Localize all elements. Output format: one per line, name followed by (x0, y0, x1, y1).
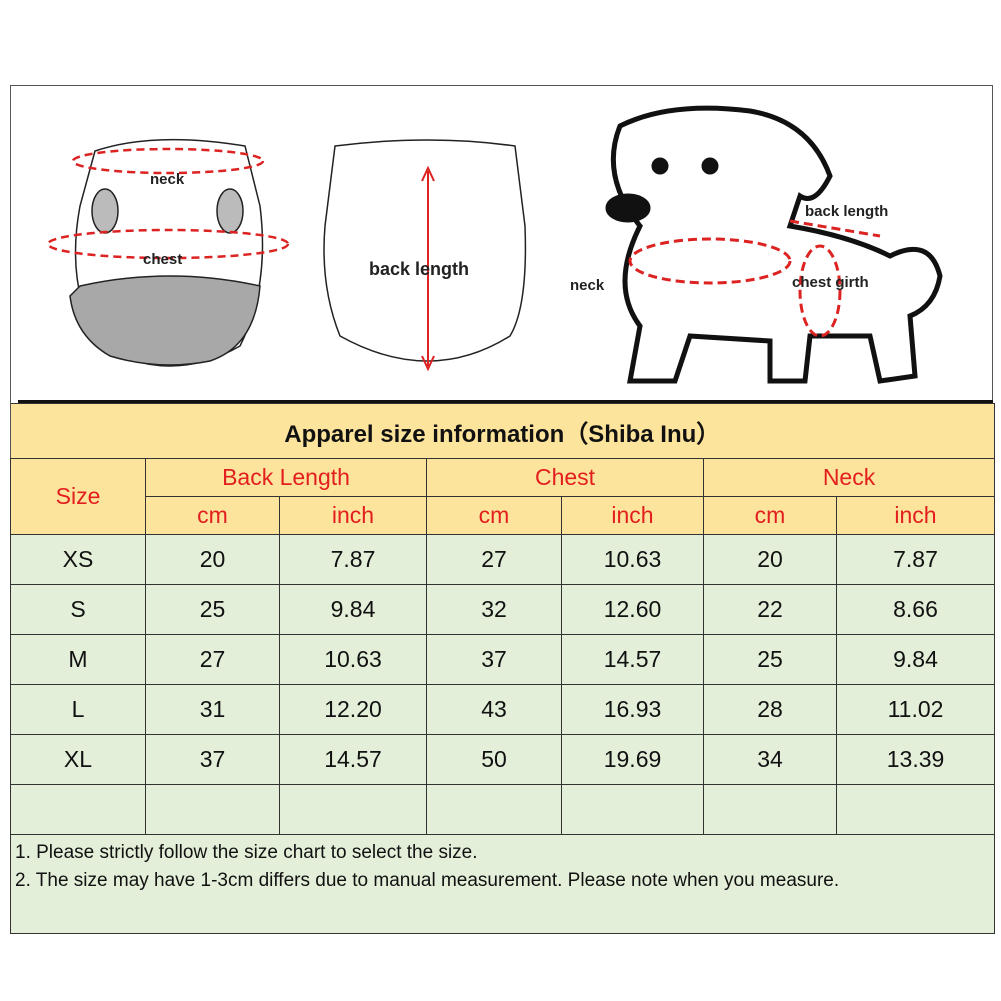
value-cell: 7.87 (279, 534, 427, 585)
value-cell: 19.69 (561, 734, 704, 785)
dog-measure-lines (628, 219, 881, 338)
notes: 1. Please strictly follow the size chart… (9, 834, 996, 934)
value-cell: 14.57 (279, 734, 427, 785)
value-cell: 27 (426, 534, 562, 585)
empty-cell (561, 784, 704, 835)
value-cell: 32 (426, 584, 562, 635)
value-cell: 34 (703, 734, 837, 785)
value-cell: 37 (145, 734, 280, 785)
size-cell: M (10, 634, 146, 685)
size-cell: XL (10, 734, 146, 785)
value-cell: 13.39 (835, 734, 996, 785)
value-cell: 11.02 (835, 684, 996, 735)
front-vest-illustration (46, 138, 290, 367)
group-back-length: Back Length (145, 458, 427, 497)
size-table: Apparel size information（Shiba Inu） Size… (9, 403, 996, 934)
table-row: XL 37 14.57 50 19.69 34 13.39 (10, 734, 996, 785)
value-cell: 12.20 (279, 684, 427, 735)
unit-header: cm (703, 496, 837, 535)
chest-label: chest (143, 251, 182, 268)
dog-neck-label: neck (570, 277, 605, 294)
back-length-label: back length (369, 259, 469, 279)
table-row: XS 20 7.87 27 10.63 20 7.87 (10, 534, 996, 585)
back-vest-illustration (323, 139, 527, 372)
value-cell: 25 (145, 584, 280, 635)
empty-cell (703, 784, 837, 835)
value-cell: 16.93 (561, 684, 704, 735)
note-1: 1. Please strictly follow the size chart… (15, 842, 478, 863)
value-cell: 37 (426, 634, 562, 685)
value-cell: 43 (426, 684, 562, 735)
size-header: Size (10, 458, 146, 535)
empty-cell (426, 784, 562, 835)
divider (18, 400, 993, 403)
group-neck: Neck (702, 458, 996, 497)
empty-cell (835, 784, 996, 835)
value-cell: 25 (703, 634, 837, 685)
size-cell: L (10, 684, 146, 735)
value-cell: 22 (703, 584, 837, 635)
empty-cell (145, 784, 280, 835)
empty-cell (279, 784, 427, 835)
unit-header: inch (561, 496, 704, 535)
value-cell: 50 (426, 734, 562, 785)
size-cell: XS (10, 534, 146, 585)
value-cell: 7.87 (835, 534, 996, 585)
value-cell: 14.57 (561, 634, 704, 685)
table-row: L 31 12.20 43 16.93 28 11.02 (10, 684, 996, 735)
dog-back-length-label: back length (805, 203, 888, 220)
neck-label: neck (150, 171, 185, 188)
size-cell: S (10, 584, 146, 635)
note-2: 2. The size may have 1-3cm differs due t… (15, 870, 840, 891)
value-cell: 20 (703, 534, 837, 585)
value-cell: 20 (145, 534, 280, 585)
unit-header: inch (279, 496, 427, 535)
unit-header: cm (145, 496, 280, 535)
unit-header: inch (835, 496, 996, 535)
dog-illustration (605, 105, 943, 384)
value-cell: 8.66 (835, 584, 996, 635)
value-cell: 31 (145, 684, 280, 735)
table-title: Apparel size information（Shiba Inu） (10, 403, 996, 459)
value-cell: 10.63 (561, 534, 704, 585)
table-row: M 27 10.63 37 14.57 25 9.84 (10, 634, 996, 685)
value-cell: 28 (703, 684, 837, 735)
group-chest: Chest (426, 458, 704, 497)
value-cell: 10.63 (279, 634, 427, 685)
value-cell: 9.84 (835, 634, 996, 685)
unit-header: cm (426, 496, 562, 535)
value-cell: 9.84 (279, 584, 427, 635)
value-cell: 27 (145, 634, 280, 685)
value-cell: 12.60 (561, 584, 704, 635)
empty-cell (10, 784, 146, 835)
measurement-illustration: neck chest back length back length neck … (46, 105, 943, 384)
table-row: S 25 9.84 32 12.60 22 8.66 (10, 584, 996, 635)
dog-chest-girth-label: chest girth (792, 274, 869, 291)
